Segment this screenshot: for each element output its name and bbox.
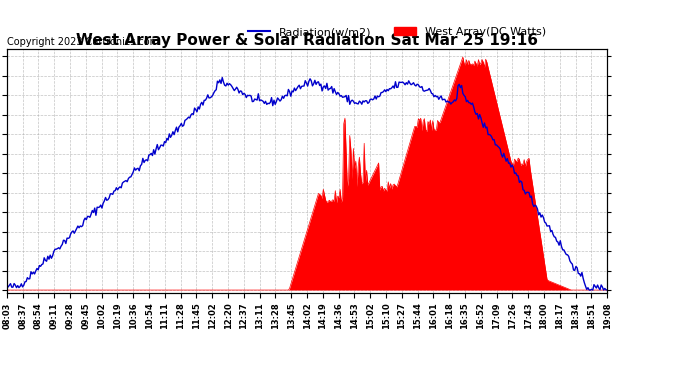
Title: West Array Power & Solar Radiation Sat Mar 25 19:16: West Array Power & Solar Radiation Sat M… xyxy=(76,33,538,48)
Text: Copyright 2023 Cartronics.com: Copyright 2023 Cartronics.com xyxy=(7,37,159,47)
Legend: Radiation(w/m2), West Array(DC Watts): Radiation(w/m2), West Array(DC Watts) xyxy=(244,22,551,42)
